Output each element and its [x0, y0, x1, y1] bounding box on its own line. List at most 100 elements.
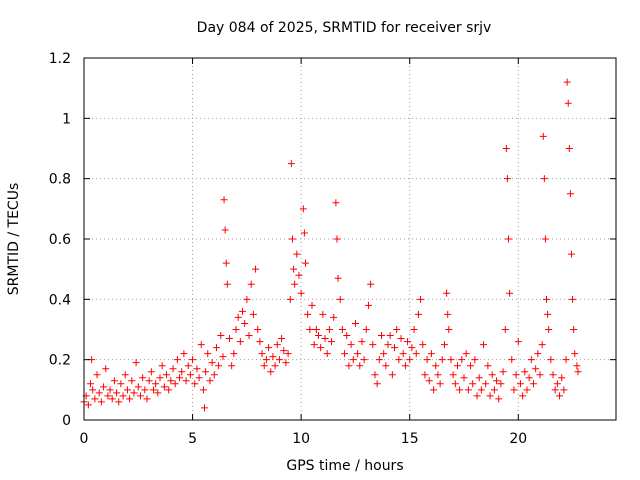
data-point [202, 368, 210, 376]
data-point [260, 362, 268, 370]
data-point [336, 295, 344, 303]
y-tick-label: 1.2 [49, 51, 71, 67]
data-point [325, 326, 333, 333]
data-point [412, 350, 420, 358]
data-point [436, 380, 444, 388]
data-point [458, 356, 466, 364]
data-point [301, 259, 309, 267]
data-point [84, 401, 92, 409]
data-point [367, 280, 375, 288]
data-point [154, 389, 162, 397]
data-point [234, 313, 242, 321]
data-point [369, 341, 377, 349]
data-point [364, 301, 372, 309]
data-point [106, 386, 114, 394]
x-tick-label: 20 [509, 431, 527, 447]
data-point [360, 356, 368, 364]
data-point [232, 326, 240, 333]
data-point [447, 356, 455, 364]
data-point [249, 310, 257, 318]
data-point [220, 196, 228, 204]
data-point [529, 380, 537, 388]
data-points [80, 78, 582, 412]
data-point [451, 380, 459, 388]
data-point [540, 175, 548, 183]
data-point [380, 350, 388, 358]
data-point [434, 371, 442, 379]
data-point [332, 199, 340, 207]
data-point [417, 295, 425, 303]
data-point [562, 356, 570, 364]
x-tick-label: 0 [80, 431, 89, 447]
data-point [571, 350, 579, 358]
data-point [341, 350, 349, 358]
data-point [267, 368, 275, 376]
data-point [308, 301, 316, 309]
data-point [404, 338, 412, 346]
data-point [486, 392, 494, 400]
data-point [156, 374, 164, 382]
data-point [338, 326, 346, 333]
data-point [121, 371, 129, 379]
data-point [558, 374, 566, 382]
data-point [512, 371, 520, 379]
data-point [460, 374, 468, 382]
data-point [284, 350, 292, 358]
data-point [375, 356, 383, 364]
data-point [495, 395, 503, 403]
data-point [256, 338, 264, 346]
data-point [297, 289, 305, 297]
data-point [410, 326, 418, 333]
data-point [544, 310, 552, 318]
axis-ticks: 0 0.2 0.4 0.6 0.8 1 1.2 0 5 10 15 20 [49, 51, 616, 447]
data-point [574, 368, 582, 376]
data-point [543, 295, 551, 303]
data-point [275, 356, 283, 364]
data-point [399, 350, 407, 358]
data-point [488, 371, 496, 379]
data-point [230, 350, 238, 358]
x-tick-label: 10 [292, 431, 310, 447]
data-point [532, 365, 540, 373]
data-point [469, 380, 477, 388]
data-point [566, 190, 574, 198]
data-point [527, 356, 535, 364]
data-point [388, 371, 396, 379]
data-point [173, 356, 181, 364]
data-point [171, 380, 179, 388]
data-point [401, 362, 409, 370]
data-point [271, 362, 279, 370]
data-point [356, 362, 364, 370]
data-point [345, 362, 353, 370]
data-point [510, 386, 518, 394]
data-point [523, 386, 531, 394]
data-point [427, 350, 435, 358]
data-point [245, 332, 253, 340]
data-point [516, 380, 524, 388]
data-point [521, 368, 529, 376]
data-point [288, 235, 296, 243]
data-point [501, 326, 509, 333]
data-point [497, 380, 505, 388]
data-point [384, 341, 392, 349]
data-point [265, 344, 273, 352]
y-axis-label: SRMTID / TECUs [6, 183, 22, 296]
data-point [545, 326, 553, 333]
data-point [556, 392, 564, 400]
data-point [391, 344, 399, 352]
data-point [519, 392, 527, 400]
data-point [312, 326, 320, 333]
data-point [480, 341, 488, 349]
data-point [239, 307, 247, 315]
data-point [143, 395, 151, 403]
data-point [206, 377, 214, 385]
data-point [286, 295, 294, 303]
data-point [351, 319, 359, 327]
data-point [91, 395, 99, 403]
data-point [147, 368, 155, 376]
data-point [299, 205, 307, 213]
data-point [225, 335, 233, 343]
data-point [108, 395, 116, 403]
data-point [408, 344, 416, 352]
